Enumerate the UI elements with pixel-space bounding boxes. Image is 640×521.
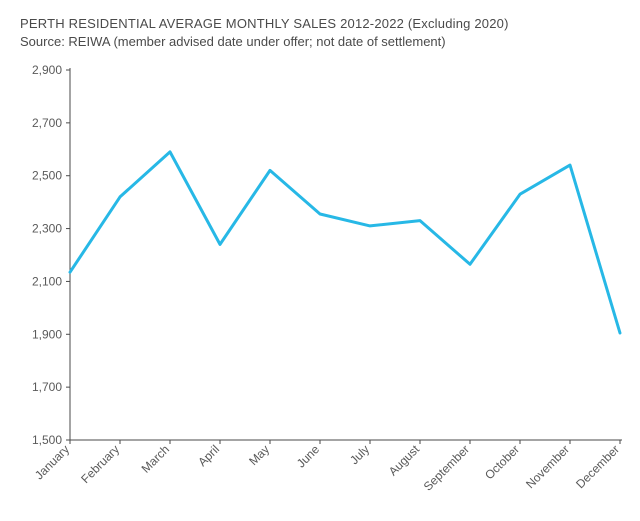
- x-tick-label: November: [523, 442, 572, 491]
- y-tick-label: 1,900: [32, 327, 62, 341]
- x-tick-label: April: [195, 442, 222, 469]
- chart-subtitle: Source: REIWA (member advised date under…: [20, 34, 446, 49]
- x-tick-label: May: [246, 442, 272, 468]
- x-tick-label: February: [78, 442, 122, 486]
- x-axis-ticks: JanuaryFebruary March April May June July Augu…: [32, 440, 622, 494]
- x-tick-label: September: [421, 442, 472, 493]
- y-tick-label: 2,700: [32, 116, 62, 130]
- sales-line-series: [70, 152, 620, 333]
- y-tick-label: 2,100: [32, 274, 62, 288]
- line-chart: 1,500 1,700 1,900 2,100 2,300 2,500 2,700 2,900…: [0, 0, 640, 521]
- x-tick-label: August: [386, 442, 423, 479]
- x-tick-label: June: [294, 442, 323, 471]
- y-tick-label: 2,900: [32, 63, 62, 77]
- y-tick-label: 1,500: [32, 433, 62, 447]
- x-tick-label: January: [32, 442, 72, 482]
- x-tick-label: March: [139, 442, 172, 475]
- y-tick-label: 2,300: [32, 222, 62, 236]
- x-tick-label: December: [573, 442, 622, 491]
- chart-container: PERTH RESIDENTIAL AVERAGE MONTHLY SALES …: [0, 0, 640, 521]
- y-tick-label: 1,700: [32, 380, 62, 394]
- y-tick-label: 2,500: [32, 169, 62, 183]
- y-axis-ticks: 1,500 1,700 1,900 2,100 2,300 2,500 2,700 2,900: [32, 63, 70, 447]
- chart-title: PERTH RESIDENTIAL AVERAGE MONTHLY SALES …: [20, 16, 509, 31]
- x-tick-label: July: [347, 442, 372, 467]
- x-tick-label: October: [482, 442, 522, 482]
